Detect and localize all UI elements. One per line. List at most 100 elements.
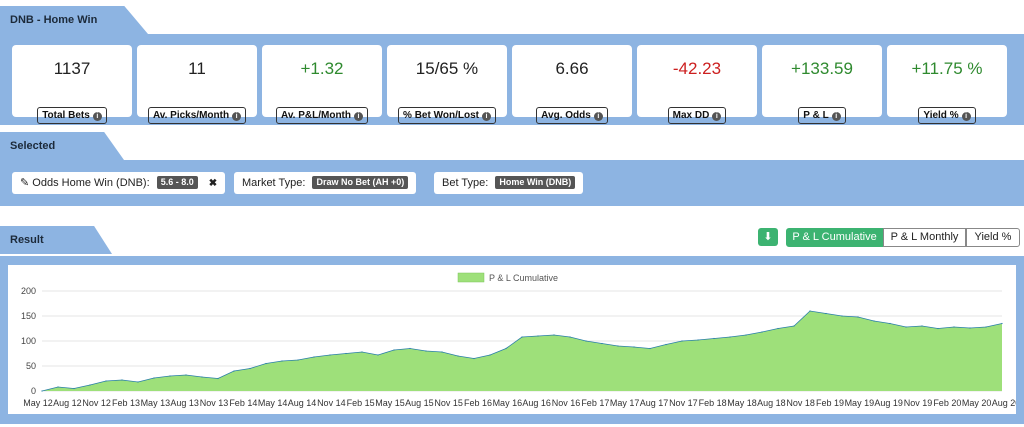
data-point — [537, 335, 539, 337]
stat-label[interactable]: Av. P&L/Month i — [276, 107, 368, 124]
data-point — [729, 336, 731, 338]
data-point — [425, 350, 427, 352]
x-tick-label: May 18 — [727, 398, 757, 408]
stat-value: +11.75 % — [911, 59, 983, 78]
chart-panel: 0 50 100 150 200 May 12 Aug 12 Nov 12 Feb 13 May … — [8, 265, 1020, 414]
stat-label[interactable]: Avg. Odds i — [536, 107, 608, 124]
x-tick-label: Aug 18 — [757, 398, 786, 408]
data-point — [713, 337, 715, 340]
stat-card: -42.23 Max DD i — [637, 45, 757, 124]
data-point — [633, 346, 635, 348]
data-point — [697, 339, 699, 341]
data-point — [73, 387, 75, 390]
info-icon[interactable]: i — [961, 112, 971, 121]
info-icon[interactable]: i — [593, 112, 603, 121]
data-point — [569, 336, 571, 338]
data-point — [217, 377, 219, 380]
info-icon[interactable]: i — [92, 112, 102, 121]
x-tick-label: Aug 17 — [640, 398, 669, 408]
data-point — [41, 390, 43, 392]
x-tick-label: Feb 14 — [229, 398, 257, 408]
strategy-title: DNB - Home Win — [10, 14, 98, 26]
x-tick-label: Feb 18 — [699, 398, 727, 408]
stat-value: +1.32 — [300, 59, 344, 78]
x-tick-label: May 19 — [845, 398, 875, 408]
strategy-title-tab: DNB - Home Win ✎ — [0, 6, 148, 34]
filter-bet-type[interactable]: Bet Type: Home Win (DNB) — [434, 172, 584, 194]
info-icon[interactable]: i — [481, 112, 491, 121]
x-tick-label: May 20 — [962, 398, 992, 408]
data-point — [873, 320, 875, 322]
filter-label: Market Type: — [242, 177, 306, 189]
filter-odds-home-win[interactable]: ✎ Odds Home Win (DNB): 5.6 - 8.0 ✖ — [12, 172, 226, 194]
x-tick-label: Aug 14 — [288, 398, 317, 408]
data-point — [617, 345, 619, 347]
stat-value: -42.23 — [672, 59, 722, 78]
stat-label[interactable]: Max DD i — [667, 107, 727, 124]
stat-label[interactable]: Yield % i — [918, 107, 976, 124]
close-icon[interactable]: ✖ — [208, 178, 218, 189]
data-point — [809, 310, 811, 312]
tab-pl-monthly[interactable]: P & L Monthly — [883, 228, 966, 247]
legend-swatch — [457, 272, 485, 283]
graph-title: Result Graph — [10, 234, 44, 246]
data-point — [985, 326, 987, 328]
data-point — [505, 347, 507, 350]
x-tick-label: Aug 19 — [874, 398, 903, 408]
stat-label-text: P & L — [803, 110, 829, 121]
x-tick-label: Nov 18 — [786, 398, 815, 408]
x-tick-label: Nov 15 — [434, 398, 463, 408]
info-icon[interactable]: i — [831, 112, 841, 121]
info-icon[interactable]: i — [354, 112, 363, 121]
pencil-icon[interactable]: ✎ — [20, 177, 30, 189]
data-point — [841, 315, 843, 317]
filters-title-tab: Selected Filters — [0, 132, 124, 160]
stat-value: 15/65 % — [415, 59, 479, 78]
x-tick-label: May 13 — [141, 398, 171, 408]
data-point — [57, 386, 59, 388]
y-tick-label: 100 — [21, 336, 36, 346]
stat-label-text: Av. Picks/Month — [152, 110, 230, 121]
download-icon: ⬇ — [763, 231, 773, 243]
stat-label[interactable]: Av. Picks/Month i — [147, 107, 247, 124]
stat-value: 11 — [188, 59, 206, 78]
data-point — [521, 336, 523, 338]
data-point — [681, 340, 683, 342]
data-point — [329, 354, 331, 356]
tab-pl-cumulative[interactable]: P & L Cumulative — [786, 228, 883, 247]
tab-yield[interactable]: Yield % — [966, 228, 1020, 247]
data-point — [473, 357, 475, 360]
stat-label-text: Avg. Odds — [541, 110, 591, 121]
stat-card: 15/65 % % Bet Won/Lost i — [387, 45, 507, 124]
data-point — [201, 376, 203, 378]
x-tick-label: Feb 15 — [347, 398, 375, 408]
data-point — [953, 326, 955, 328]
data-point — [937, 327, 939, 330]
data-point — [313, 356, 315, 358]
data-point — [969, 327, 971, 329]
info-icon[interactable]: i — [712, 112, 722, 121]
x-tick-label: May 12 — [23, 398, 53, 408]
data-point — [377, 354, 379, 356]
data-point — [297, 359, 299, 361]
x-tick-label: Nov 17 — [669, 398, 698, 408]
y-tick-label: 150 — [21, 311, 36, 321]
data-point — [137, 381, 139, 383]
download-button[interactable]: ⬇ — [758, 228, 778, 246]
data-point — [585, 340, 587, 342]
filter-label: Odds Home Win (DNB): — [32, 177, 150, 189]
data-point — [153, 377, 155, 379]
data-point — [889, 322, 891, 325]
filter-value-tag: Home Win (DNB) — [495, 176, 576, 189]
data-point — [921, 325, 923, 327]
stat-label[interactable]: Total Bets i — [37, 107, 107, 124]
info-icon[interactable]: i — [232, 112, 242, 121]
filter-value-tag: Draw No Bet (AH +0) — [312, 176, 409, 189]
filter-market-type[interactable]: Market Type: Draw No Bet (AH +0) — [234, 172, 417, 194]
x-tick-label: Aug 20 — [992, 398, 1016, 408]
x-tick-label: Feb 16 — [464, 398, 492, 408]
stat-label[interactable]: % Bet Won/Lost i — [398, 107, 496, 124]
data-point — [169, 375, 171, 377]
x-tick-label: Nov 16 — [552, 398, 581, 408]
